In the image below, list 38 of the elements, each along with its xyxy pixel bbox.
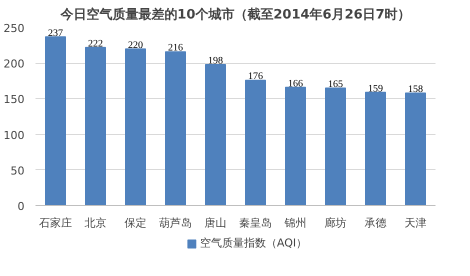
y-tick-label: 0 [18, 200, 24, 213]
data-label: 216 [168, 42, 183, 54]
bar [85, 46, 106, 206]
bar [365, 92, 386, 206]
data-label: 165 [328, 79, 343, 90]
y-tick-label: 150 [4, 93, 25, 106]
bar [125, 48, 146, 206]
data-label: 198 [208, 56, 223, 67]
bar [165, 51, 186, 206]
bar [285, 86, 306, 206]
data-label: 166 [288, 78, 303, 90]
bar [405, 92, 426, 206]
y-tick-label: 50 [10, 164, 25, 178]
x-tick-label: 承德 [364, 216, 386, 230]
bar [205, 64, 226, 206]
x-tick-label: 锦州 [284, 216, 306, 230]
x-tick-label: 廊坊 [324, 216, 346, 230]
y-tick-label: 200 [4, 58, 25, 71]
bar [325, 88, 346, 206]
data-label: 237 [48, 28, 63, 39]
data-label: 222 [88, 38, 103, 50]
x-tick-label: 北京 [84, 216, 106, 230]
data-label: 220 [128, 40, 143, 51]
bar [45, 36, 66, 206]
x-tick-label: 石家庄 [39, 216, 72, 230]
data-label: 158 [408, 84, 423, 96]
x-tick-label: 葫芦岛 [159, 216, 192, 230]
x-tick-label: 天津 [404, 216, 426, 230]
x-tick-label: 保定 [124, 216, 146, 230]
y-tick-label: 100 [4, 128, 25, 142]
chart-title: 今日空气质量最差的10个城市（截至2014年6月26日7时） [59, 6, 411, 22]
legend-label: 空气质量指数（AQI） [200, 236, 308, 250]
x-tick-label: 唐山 [204, 216, 226, 230]
bar [245, 80, 266, 206]
x-tick-label: 秦皇岛 [239, 216, 272, 230]
data-label: 176 [248, 71, 263, 82]
y-tick-label: 250 [4, 22, 25, 35]
data-label: 159 [368, 83, 383, 94]
